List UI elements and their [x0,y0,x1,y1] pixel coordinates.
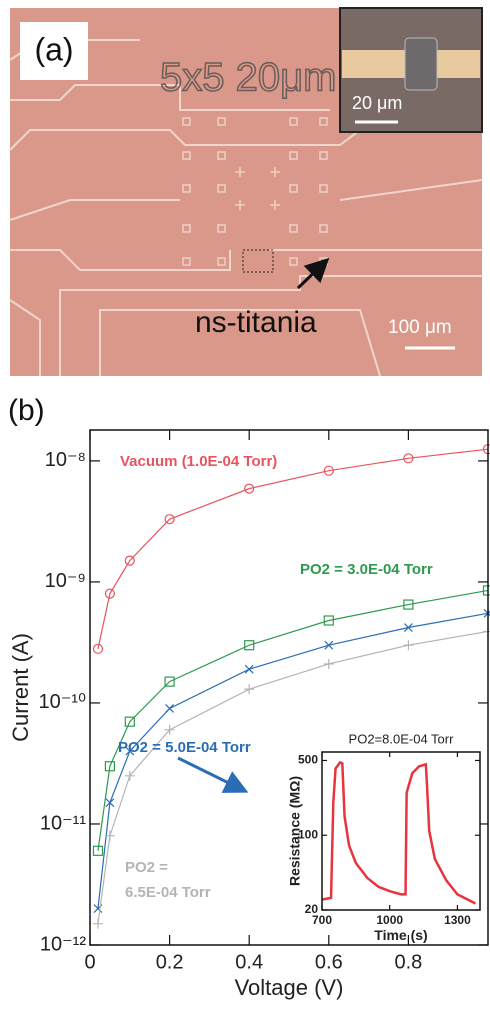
x-tick-label: 1300 [444,913,471,927]
x-tick-label: 1000 [376,913,403,927]
inset-scale-label: 20 μm [352,93,402,113]
y-tick-label: 10⁻⁹ [45,570,86,592]
inset-title: PO2=8.0E-04 Torr [349,731,455,746]
y-axis-label: Current (A) [8,633,33,742]
annotation: PO2 = 5.0E-04 Torr [118,739,251,756]
series-line [98,449,488,649]
annotation-arrow [178,758,243,790]
annotation: 6.5E-04 Torr [125,884,211,901]
panel-label: (b) [8,394,45,427]
x-axis-label: Voltage (V) [235,975,344,1000]
marker [93,919,103,929]
y-tick-label: 10⁻¹¹ [40,812,86,834]
micrograph: (a) 5x5 20μm 20 μm ns-titania 100 μm [10,8,482,376]
scale-label: 100 μm [388,317,452,338]
marker [403,640,413,650]
pointer-label: ns-titania [195,306,317,339]
marker [166,704,174,712]
pattern-label: 5x5 20μm [160,56,336,100]
x-tick-label: 0.6 [315,951,343,973]
panel-label: (a) [34,31,73,67]
y-axis-label: Resistance (MΩ) [287,776,303,886]
x-tick-label: 0.2 [156,951,184,973]
inset-device [405,38,437,90]
marker [244,684,254,694]
annotation: PO2 = 3.0E-04 Torr [300,561,433,578]
x-tick-label: 0.4 [235,951,263,973]
x-tick-label: 700 [312,913,332,927]
x-tick-label: 0.8 [394,951,422,973]
x-axis-label: Time (s) [374,927,427,943]
marker [325,641,333,649]
y-tick-label: 10⁻¹² [40,933,86,955]
y-tick-label: 10⁻⁸ [45,449,86,471]
marker [245,665,253,673]
marker [324,659,334,669]
annotation: Vacuum (1.0E-04 Torr) [120,453,277,470]
marker [483,626,490,636]
y-tick-label: 10⁻¹⁰ [39,691,86,713]
annotation: PO2 = [125,859,168,876]
y-tick-label: 500 [298,753,318,767]
x-tick-label: 0 [84,951,95,973]
